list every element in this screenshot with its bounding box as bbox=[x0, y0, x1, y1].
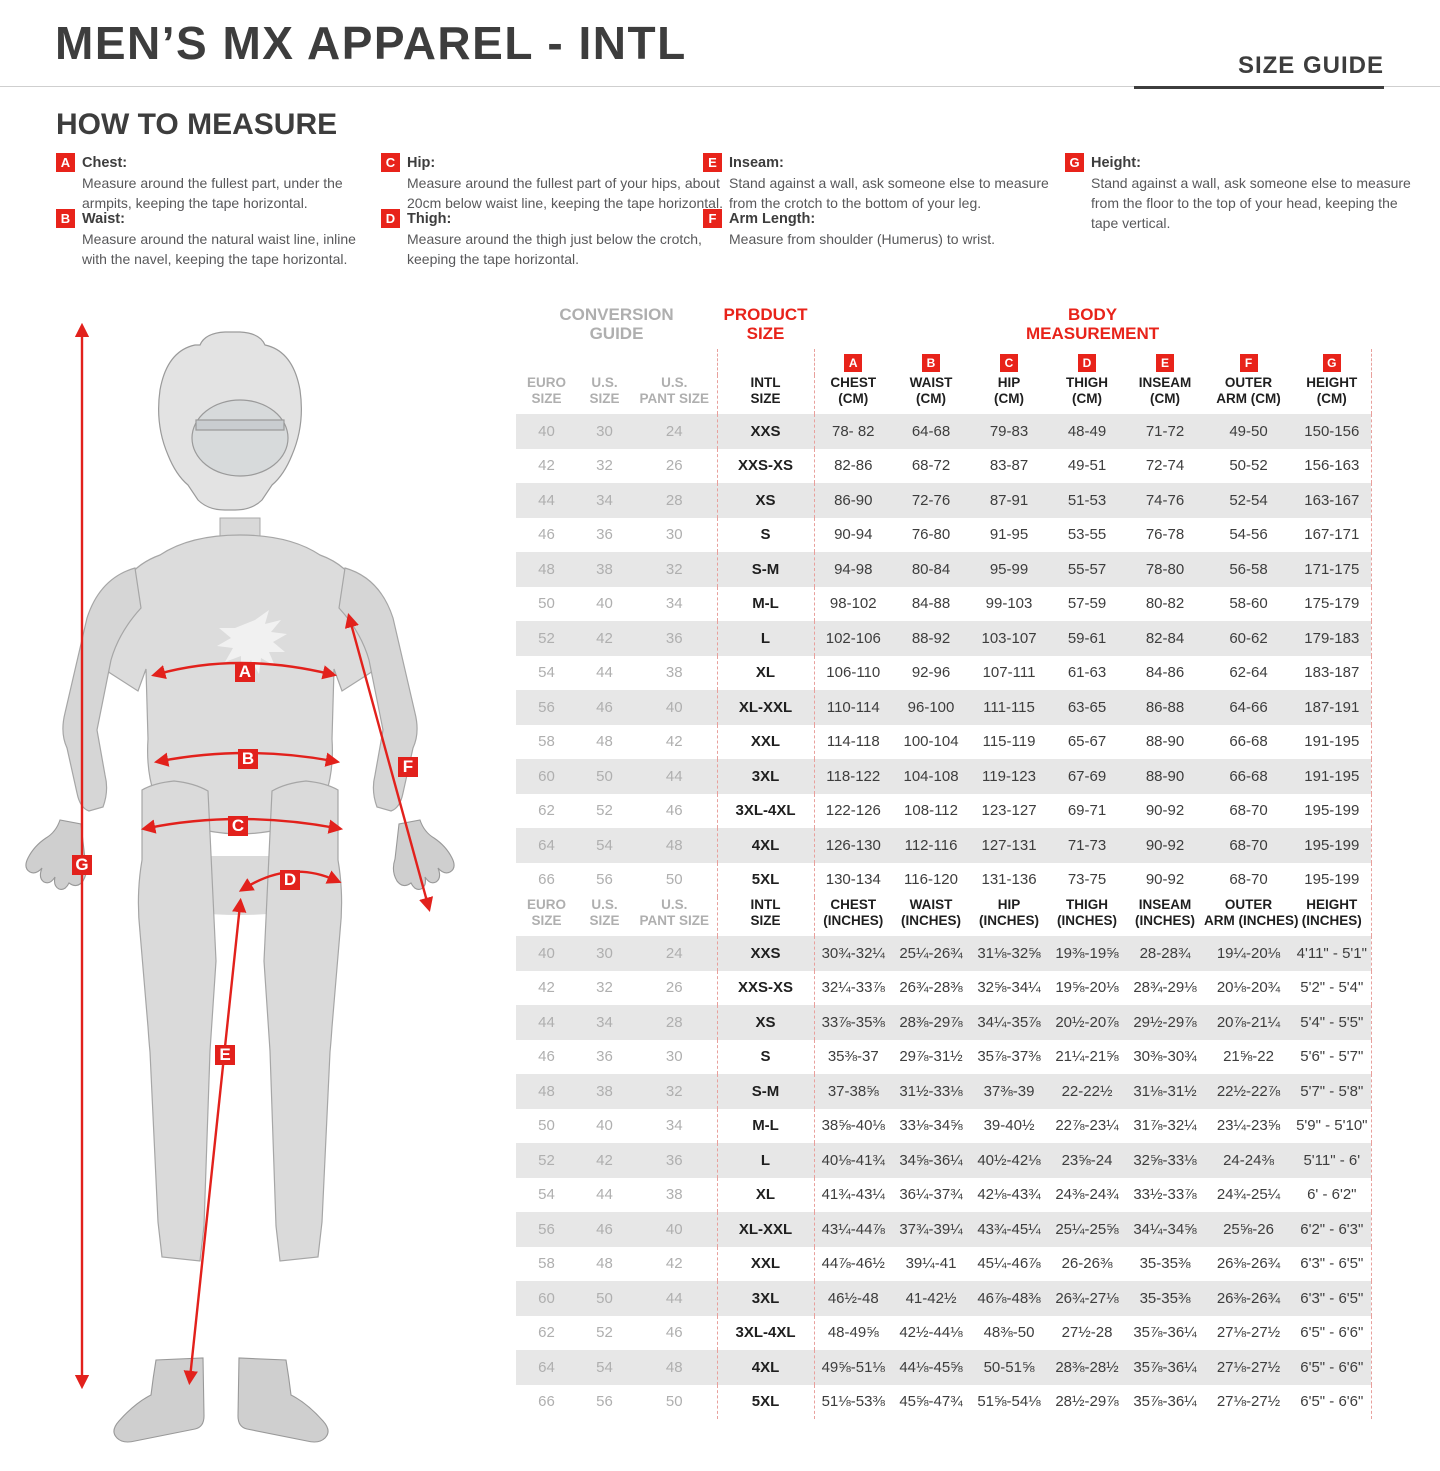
svg-text:C: C bbox=[232, 816, 244, 835]
svg-text:B: B bbox=[242, 749, 254, 768]
svg-text:F: F bbox=[403, 757, 413, 776]
svg-text:E: E bbox=[219, 1045, 230, 1064]
svg-text:G: G bbox=[75, 855, 88, 874]
svg-text:A: A bbox=[239, 662, 251, 681]
svg-text:D: D bbox=[284, 870, 296, 889]
